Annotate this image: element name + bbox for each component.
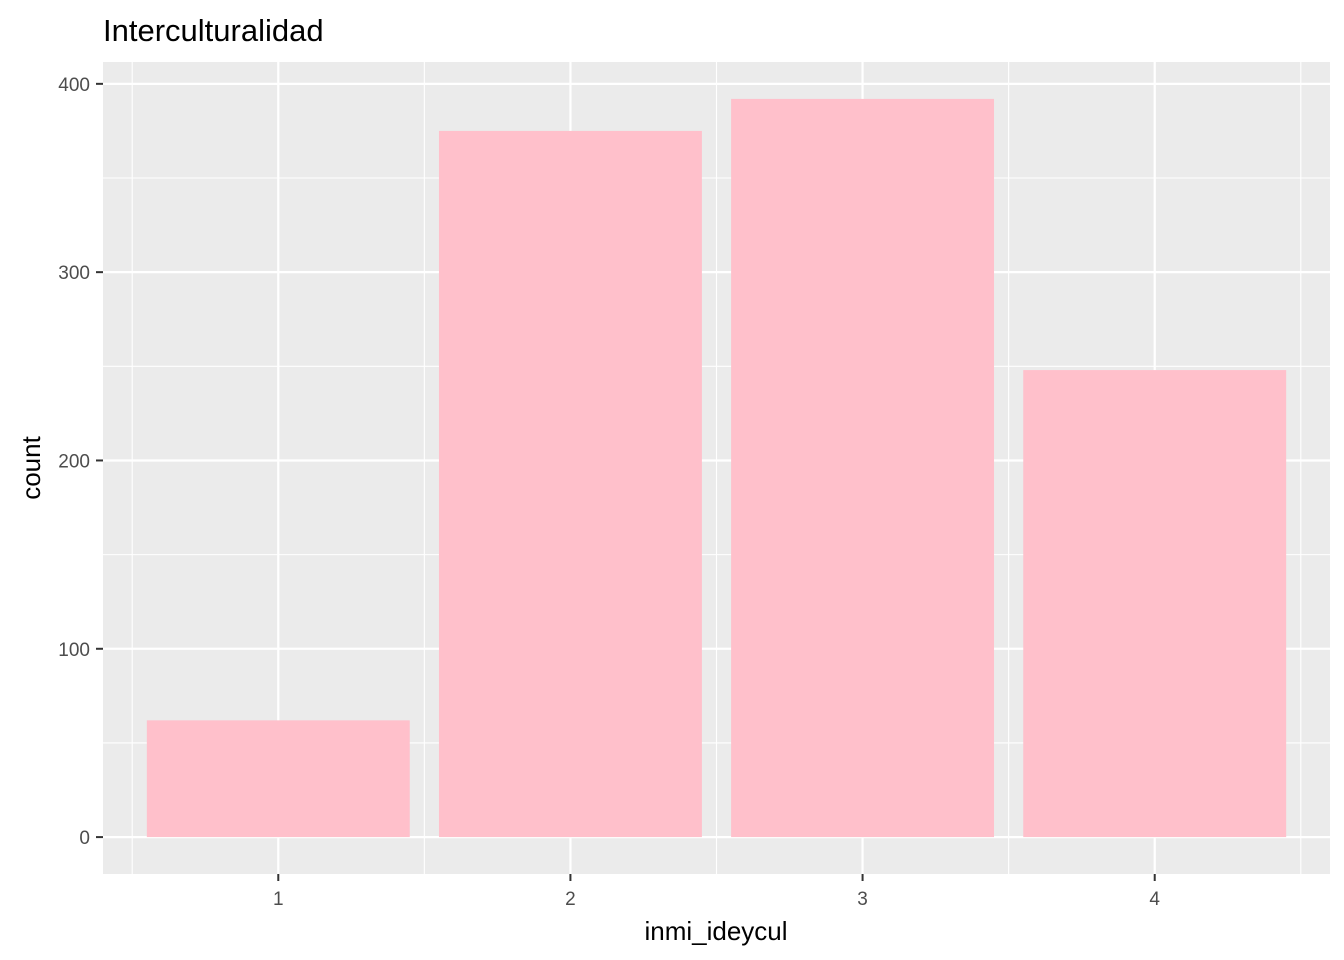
bar-4: [1023, 370, 1287, 838]
y-tick-label: 0: [79, 828, 90, 849]
bar-3: [731, 98, 995, 838]
bars: [146, 98, 1287, 838]
y-tick-label: 100: [58, 640, 90, 661]
x-axis-title: inmi_ideycul: [644, 916, 787, 946]
y-axis: 0 100 200 300 400: [58, 75, 103, 849]
y-tick-label: 200: [58, 451, 90, 472]
chart-title: Interculturalidad: [103, 13, 324, 48]
x-tick-label: 4: [1149, 889, 1160, 910]
y-tick-label: 400: [58, 75, 90, 96]
x-tick-label: 3: [857, 889, 868, 910]
y-axis-title: count: [16, 435, 46, 499]
x-axis: 1 2 3 4: [273, 874, 1160, 910]
bar-2: [438, 130, 702, 838]
y-tick-label: 300: [58, 263, 90, 284]
bar-1: [146, 720, 410, 838]
x-tick-label: 2: [565, 889, 576, 910]
x-tick-label: 1: [273, 889, 284, 910]
